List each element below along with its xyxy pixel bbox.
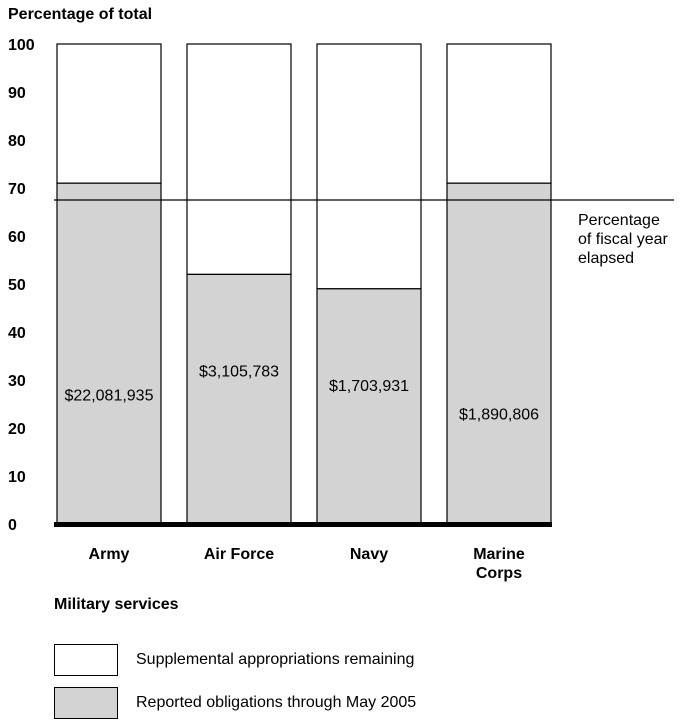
bar-segment-obligations [316,288,422,525]
bar-value-label: $3,105,783 [199,363,279,380]
legend-swatch-obligations [54,687,118,719]
y-tick-label: 50 [8,277,26,294]
bar-value-label: $1,703,931 [329,378,409,395]
reference-line-label: elapsed [578,250,634,267]
bar-value-label: $22,081,935 [65,387,154,404]
bars: $22,081,935 $3,105,783 $1,703,931 $1,890,80… [54,43,552,527]
bar-segment-obligations [56,182,162,525]
reference-line-label: Percentage [578,212,660,229]
legend-item-obligations: Reported obligations through May 2005 [54,685,416,721]
reference-line-label: of fiscal year [578,231,668,248]
x-axis-tick-labels: Army Air Force Navy Marine Corps [89,546,525,582]
y-tick-label: 0 [8,517,17,534]
y-tick-label: 30 [8,373,26,390]
x-tick-label: Corps [476,565,522,582]
y-tick-label: 70 [8,181,26,198]
x-tick-label: Air Force [204,546,274,563]
legend-label-obligations: Reported obligations through May 2005 [136,694,417,711]
bar-segment-remaining [56,43,162,184]
y-tick-label: 60 [8,229,26,246]
y-axis-title: Percentage of total [8,6,153,23]
bar-segment-obligations [446,182,552,525]
x-axis-baseline [54,522,552,527]
y-tick-label: 20 [8,421,26,438]
y-axis-ticks: 0 10 20 30 40 50 60 70 80 90 100 [8,37,35,534]
x-tick-label: Marine [473,546,525,563]
x-tick-label: Navy [350,546,388,563]
y-tick-label: 100 [8,37,35,54]
bar-segment-remaining [446,43,552,184]
bar-segment-remaining [186,43,292,275]
y-tick-label: 90 [8,85,26,102]
x-axis-title: Military services [54,596,179,613]
reference-line-group: Percentage of fiscal year elapsed [54,199,674,267]
legend-label-remaining: Supplemental appropriations remaining [136,651,415,668]
legend-swatch-remaining [54,644,118,676]
y-tick-label: 40 [8,325,26,342]
y-tick-label: 10 [8,469,26,486]
y-tick-label: 80 [8,133,26,150]
bar-value-label: $1,890,806 [459,407,539,424]
bar-segment-obligations [186,273,292,525]
x-tick-label: Army [89,546,130,563]
legend-item-remaining: Supplemental appropriations remaining [54,642,414,678]
bar-segment-remaining [316,43,422,290]
